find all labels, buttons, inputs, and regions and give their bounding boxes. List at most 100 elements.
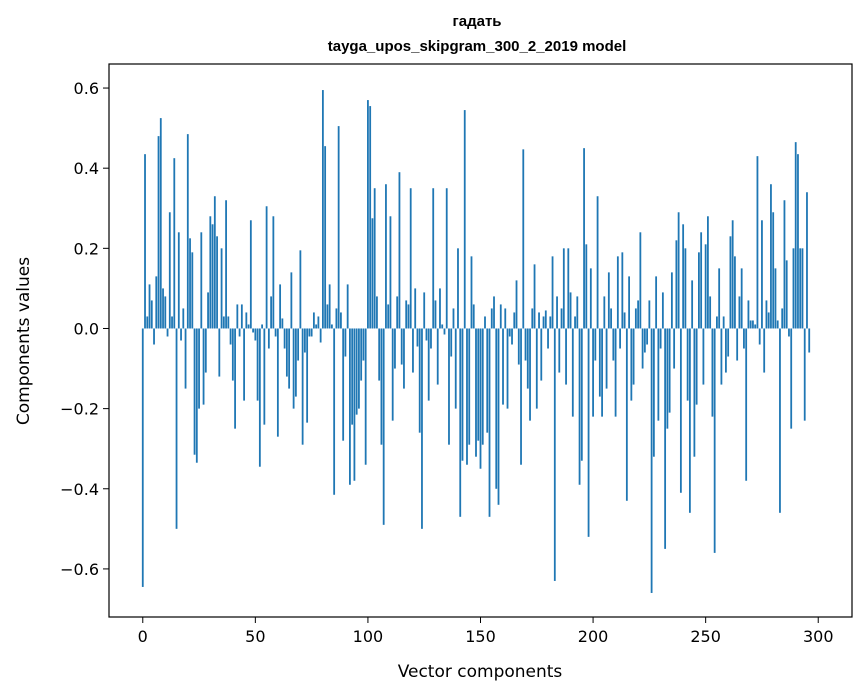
bar-139: [454, 328, 457, 409]
bar-287: [788, 328, 790, 337]
bar-180: [547, 328, 549, 349]
bar-294: [803, 328, 806, 421]
bar-82: [326, 304, 329, 329]
bar-134: [443, 328, 446, 335]
bar-217: [630, 328, 633, 401]
y-tick-label: 0.0: [74, 319, 99, 338]
bar-119: [409, 188, 412, 329]
bar-22: [191, 252, 194, 329]
bar-46: [245, 312, 248, 329]
bar-258: [722, 316, 725, 329]
bar-221: [639, 232, 642, 329]
bar-24: [195, 328, 198, 463]
bar-196: [583, 148, 585, 329]
bar-59: [274, 328, 277, 337]
bar-48: [249, 220, 252, 329]
bar-165: [513, 312, 516, 329]
bar-60: [276, 328, 279, 437]
bar-21: [189, 238, 191, 329]
bar-226: [650, 328, 653, 593]
bar-231: [661, 292, 664, 329]
bar-153: [486, 328, 489, 433]
bar-136: [448, 328, 450, 445]
bar-65: [288, 328, 291, 389]
bar-11: [166, 328, 169, 337]
bar-18: [182, 308, 185, 329]
bar-116: [403, 328, 405, 389]
bar-273: [756, 156, 759, 329]
bar-248: [700, 232, 703, 329]
bar-7: [157, 136, 160, 329]
bar-246: [695, 328, 698, 405]
bar-295: [806, 192, 808, 329]
bar-245: [693, 328, 696, 457]
bar-129: [432, 188, 435, 329]
bar-57: [270, 296, 273, 329]
bar-201: [594, 328, 597, 361]
bar-66: [290, 272, 293, 329]
bar-3: [148, 284, 151, 329]
bar-20: [186, 134, 189, 329]
bar-174: [533, 264, 536, 329]
bar-285: [783, 200, 786, 329]
bar-215: [625, 328, 628, 501]
bar-41: [234, 328, 236, 429]
bar-106: [380, 328, 383, 445]
bar-214: [623, 312, 626, 329]
bar-235: [670, 272, 673, 329]
bar-123: [418, 328, 421, 433]
bar-81: [324, 146, 327, 329]
bar-84: [331, 324, 333, 329]
bar-143: [463, 110, 466, 329]
bar-126: [425, 328, 428, 341]
bar-152: [484, 316, 486, 329]
bar-163: [508, 328, 511, 337]
bar-296: [808, 328, 811, 353]
bar-190: [569, 292, 572, 329]
bar-290: [794, 142, 797, 329]
bar-28: [204, 328, 207, 373]
bar-168: [520, 328, 522, 465]
bar-161: [504, 308, 507, 329]
bar-192: [574, 316, 576, 329]
bar-133: [441, 324, 444, 329]
bar-264: [736, 328, 739, 361]
bar-270: [749, 320, 752, 329]
bar-286: [785, 260, 788, 329]
bar-216: [628, 276, 630, 329]
bar-233: [666, 328, 669, 429]
bar-288: [790, 328, 793, 429]
bar-70: [299, 250, 302, 329]
bar-13: [171, 316, 173, 329]
bar-33: [216, 236, 218, 329]
bar-276: [763, 328, 766, 373]
bar-170: [524, 328, 527, 361]
bar-186: [560, 308, 563, 329]
bar-241: [684, 248, 687, 329]
bar-64: [285, 328, 288, 377]
bar-283: [779, 328, 781, 513]
bar-50: [254, 328, 257, 341]
bar-204: [601, 328, 603, 417]
bar-247: [698, 252, 700, 329]
bar-47: [247, 324, 250, 329]
bar-269: [747, 300, 750, 329]
y-tick-label: 0.2: [74, 239, 99, 258]
bar-149: [477, 328, 480, 441]
bar-137: [450, 328, 453, 357]
bar-261: [729, 236, 732, 329]
bar-55: [265, 206, 268, 329]
bar-53: [261, 324, 263, 329]
bar-14: [173, 158, 176, 329]
bar-189: [567, 248, 570, 329]
bar-87: [337, 126, 340, 329]
bar-90: [344, 328, 347, 357]
bar-120: [412, 328, 414, 373]
bar-31: [211, 224, 214, 329]
bar-243: [688, 328, 691, 513]
x-tick-label: 50: [245, 627, 265, 646]
x-tick-label: 200: [578, 627, 609, 646]
bar-244: [691, 280, 694, 329]
bar-79: [319, 328, 322, 343]
bar-154: [488, 328, 491, 517]
